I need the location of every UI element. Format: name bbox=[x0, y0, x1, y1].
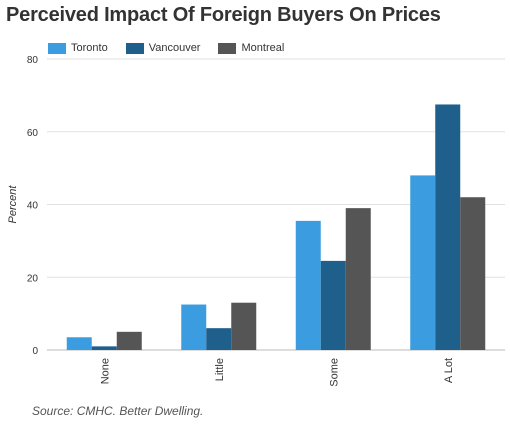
legend-label-toronto: Toronto bbox=[71, 42, 108, 54]
bar-vancouver-a-lot bbox=[435, 104, 461, 350]
x-tick-label: Some bbox=[328, 358, 340, 387]
bar-montreal-a-lot bbox=[460, 197, 486, 350]
legend-label-montreal: Montreal bbox=[241, 42, 285, 54]
y-tick-label: 80 bbox=[27, 55, 39, 66]
y-tick-label: 60 bbox=[27, 128, 39, 139]
y-tick-label: 40 bbox=[27, 201, 39, 212]
bar-toronto-some bbox=[295, 220, 321, 350]
legend-label-vancouver: Vancouver bbox=[148, 42, 201, 54]
bar-toronto-a-lot bbox=[410, 175, 436, 350]
source-note: Source: CMHC. Better Dwelling. bbox=[32, 404, 204, 418]
bar-vancouver-some bbox=[320, 260, 346, 350]
legend: Toronto Vancouver Montreal bbox=[48, 42, 284, 54]
legend-swatch-vancouver bbox=[125, 42, 144, 54]
legend-item-toronto[interactable]: Toronto bbox=[48, 42, 108, 54]
y-tick-label: 20 bbox=[27, 273, 39, 284]
bar-vancouver-none bbox=[91, 346, 117, 350]
bar-toronto-none bbox=[66, 337, 92, 350]
legend-item-montreal[interactable]: Montreal bbox=[218, 42, 284, 54]
y-axis-label: Percent bbox=[7, 185, 19, 224]
legend-item-vancouver[interactable]: Vancouver bbox=[125, 42, 201, 54]
bar-montreal-little bbox=[231, 302, 257, 350]
x-tick-label: A Lot bbox=[443, 358, 455, 383]
x-tick-label: Little bbox=[214, 358, 226, 381]
bar-vancouver-little bbox=[206, 328, 232, 350]
bar-toronto-little bbox=[181, 304, 207, 350]
y-tick-label: 0 bbox=[32, 346, 38, 357]
legend-swatch-montreal bbox=[218, 42, 237, 54]
bar-montreal-none bbox=[116, 331, 142, 350]
legend-swatch-toronto bbox=[48, 42, 66, 54]
chart-title: Perceived Impact Of Foreign Buyers On Pr… bbox=[6, 4, 441, 26]
x-tick-label: None bbox=[99, 358, 111, 384]
bar-montreal-some bbox=[345, 208, 371, 350]
